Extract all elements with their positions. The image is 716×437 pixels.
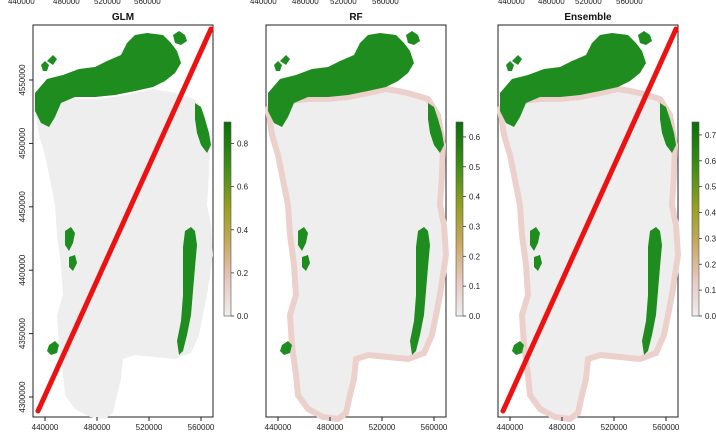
legend-tick-label: 0.8	[237, 140, 249, 149]
y-tick-label: 4550000	[18, 64, 27, 96]
top-tick-label: 520000	[575, 0, 602, 6]
top-tick-label: 520000	[94, 0, 121, 6]
top-tick-label: 480000	[538, 0, 565, 6]
legend-tick-label: 0.0	[705, 312, 716, 321]
top-tick-label: 560000	[616, 0, 643, 6]
transect-line	[500, 26, 679, 414]
top-tick-label: 560000	[134, 0, 161, 6]
legend-tick-label: 0.6	[705, 157, 716, 166]
panel-title: RF	[349, 12, 362, 23]
legend-tick-label: 0.6	[469, 133, 481, 142]
legend-tick-label: 0.2	[469, 252, 481, 261]
x-tick-label: 560000	[188, 423, 215, 432]
legend-tick-label: 0.7	[705, 131, 716, 140]
top-tick-row: 440000 480000 520000 560000 440000 480000 5200…	[8, 0, 643, 6]
panel-title: GLM	[112, 12, 134, 23]
legend-tick-label: 0.5	[705, 183, 716, 192]
legend-tick-label: 0.6	[237, 183, 249, 192]
legend-tick-label: 0.4	[469, 193, 481, 202]
top-tick-label: 480000	[53, 0, 80, 6]
legend-color-bar	[691, 121, 700, 317]
y-tick-label: 4450000	[18, 191, 27, 223]
legend-tick-label: 0.4	[705, 209, 716, 218]
top-tick-label: 440000	[8, 0, 35, 6]
legend-tick-label: 0.3	[705, 234, 716, 243]
x-tick-label: 520000	[369, 423, 396, 432]
y-tick-label: 4500000	[18, 127, 27, 159]
map-panel-rf: RF 440000 480000 520000 560000 0.0 0.1 0.2 0.3 0.…	[265, 12, 481, 432]
x-tick-label: 480000	[549, 423, 576, 432]
legend-tick-label: 0.1	[705, 286, 716, 295]
legend-tick-label: 0.4	[237, 226, 249, 235]
x-tick-label: 480000	[84, 423, 111, 432]
legend-tick-label: 0.0	[237, 312, 249, 321]
legend-color-bar	[455, 121, 464, 317]
x-tick-label: 440000	[497, 423, 524, 432]
x-tick-label: 560000	[653, 423, 680, 432]
y-tick-label: 4300000	[18, 381, 27, 413]
legend-tick-label: 0.0	[469, 312, 481, 321]
legend-tick-label: 0.3	[469, 222, 481, 231]
x-tick-label: 480000	[317, 423, 344, 432]
top-tick-label: 440000	[498, 0, 525, 6]
transect-line	[35, 26, 214, 414]
y-tick-label: 4350000	[18, 317, 27, 349]
top-tick-label: 520000	[330, 0, 357, 6]
legend-tick-label: 0.5	[469, 163, 481, 172]
x-tick-label: 440000	[265, 423, 292, 432]
top-tick-label: 480000	[292, 0, 319, 6]
legend-tick-label: 0.2	[705, 260, 716, 269]
map-panel-glm: GLM 440000 480000 520000 560000 4300000 435000…	[18, 12, 249, 432]
x-tick-label: 560000	[421, 423, 448, 432]
x-tick-label: 520000	[601, 423, 628, 432]
legend-tick-label: 0.2	[237, 269, 249, 278]
x-tick-label: 440000	[32, 423, 59, 432]
top-tick-label: 440000	[250, 0, 277, 6]
y-tick-label: 4400000	[18, 254, 27, 286]
legend-color-bar	[223, 121, 232, 317]
x-tick-label: 520000	[136, 423, 163, 432]
top-tick-label: 560000	[372, 0, 399, 6]
map-panel-ensemble: Ensemble 440000 480000 520000 560000 0.0 0.1 0.…	[497, 12, 716, 432]
legend-tick-label: 0.1	[469, 282, 481, 291]
panel-title: Ensemble	[564, 12, 612, 23]
